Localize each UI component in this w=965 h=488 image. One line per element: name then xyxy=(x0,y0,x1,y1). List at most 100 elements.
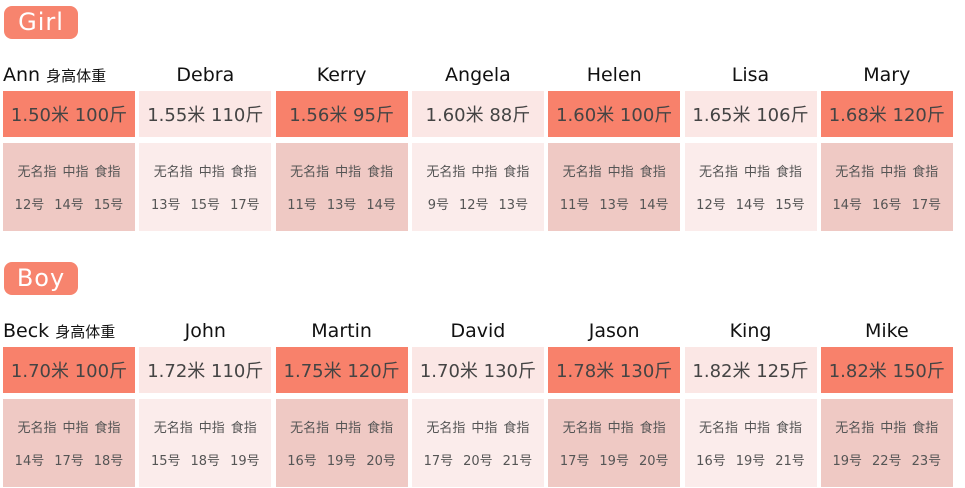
size-row: 14号 16号 17号 xyxy=(821,194,953,213)
size-row: 11号 13号 14号 xyxy=(276,194,408,213)
stats-box: 1.55米 110斤 xyxy=(139,91,272,137)
ring-size: 19号 xyxy=(735,454,766,469)
ring-size: 14号 xyxy=(54,198,84,213)
ring-size: 20号 xyxy=(638,454,669,469)
ring-size: 12号 xyxy=(696,198,726,213)
stats-box: 1.65米 106斤 xyxy=(684,91,817,137)
finger-label: 无名指 xyxy=(562,421,602,436)
stats-text: 1.60米 88斤 xyxy=(425,105,531,126)
size-box: 无名指 中指 食指 9号 12号 13号 xyxy=(411,143,544,231)
size-box: 无名指 中指 食指 17号 20号 21号 xyxy=(411,399,544,487)
size-box: 无名指 中指 食指 12号 14号 15号 xyxy=(3,143,135,231)
stats-text: 1.68米 120斤 xyxy=(828,105,945,126)
ring-size: 18号 xyxy=(93,454,124,469)
finger-label: 中指 xyxy=(743,421,770,436)
ring-size: 12号 xyxy=(458,198,489,213)
ring-size: 14号 xyxy=(366,198,396,213)
size-row: 14号 17号 18号 xyxy=(3,450,135,469)
finger-label: 无名指 xyxy=(153,165,193,180)
ring-size: 14号 xyxy=(735,198,766,213)
finger-label: 食指 xyxy=(912,165,939,180)
ring-size: 13号 xyxy=(150,198,181,213)
finger-label: 中指 xyxy=(62,165,89,180)
finger-row: 无名指 中指 食指 xyxy=(685,161,817,180)
size-row: 12号 14号 15号 xyxy=(3,194,135,213)
ring-size: 16号 xyxy=(872,198,902,213)
finger-label: 无名指 xyxy=(153,421,193,436)
finger-row: 无名指 中指 食指 xyxy=(139,161,271,180)
size-row: 17号 19号 20号 xyxy=(548,450,680,469)
finger-label: 食指 xyxy=(503,165,530,180)
stats-box: 1.50米 100斤 xyxy=(3,91,135,137)
size-box: 无名指 中指 食指 14号 16号 17号 xyxy=(820,143,953,231)
ring-size: 15号 xyxy=(775,198,805,213)
size-box: 无名指 中指 食指 16号 19号 20号 xyxy=(275,399,408,487)
size-row: 12号 14号 15号 xyxy=(685,194,817,213)
finger-row: 无名指 中指 食指 xyxy=(3,161,135,180)
size-box: 无名指 中指 食指 16号 19号 21号 xyxy=(684,399,817,487)
ring-size: 15号 xyxy=(190,198,221,213)
ring-size: 11号 xyxy=(559,198,590,213)
finger-label: 食指 xyxy=(94,165,121,180)
finger-label: 食指 xyxy=(776,165,803,180)
name-text: Beck xyxy=(3,320,50,342)
finger-label: 无名指 xyxy=(562,165,602,180)
ring-size: 20号 xyxy=(366,454,396,469)
finger-row: 无名指 中指 食指 xyxy=(276,161,408,180)
finger-label: 无名指 xyxy=(835,165,875,180)
ring-size: 16号 xyxy=(696,454,726,469)
finger-label: 无名指 xyxy=(426,165,466,180)
stats-box: 1.82米 150斤 xyxy=(820,347,953,393)
height-weight-note: 身高体重 xyxy=(55,323,116,341)
ring-size: 14号 xyxy=(638,198,669,213)
finger-row: 无名指 中指 食指 xyxy=(139,417,271,436)
finger-row: 无名指 中指 食指 xyxy=(821,417,953,436)
person-name: Helen xyxy=(548,64,680,86)
size-row: 17号 20号 21号 xyxy=(412,450,544,469)
person-name: David xyxy=(412,320,544,342)
stats-box: 1.60米 100斤 xyxy=(548,91,681,137)
person-name: King xyxy=(685,320,817,342)
ring-size: 13号 xyxy=(326,198,357,213)
finger-label: 食指 xyxy=(776,421,803,436)
size-row: 15号 18号 19号 xyxy=(139,450,271,469)
finger-label: 食指 xyxy=(230,165,257,180)
ring-size: 17号 xyxy=(423,454,454,469)
finger-label: 食指 xyxy=(639,165,666,180)
name-text: Kerry xyxy=(316,64,367,86)
person-name: Jason xyxy=(548,320,680,342)
finger-label: 食指 xyxy=(912,421,939,436)
stats-text: 1.70米 100斤 xyxy=(10,361,128,382)
name-text: Debra xyxy=(176,64,235,86)
size-row: 9号 12号 13号 xyxy=(412,194,544,213)
ring-size: 13号 xyxy=(599,198,629,213)
finger-label: 无名指 xyxy=(698,165,738,180)
finger-row: 无名指 中指 食指 xyxy=(412,161,544,180)
height-weight-note: 身高体重 xyxy=(46,67,107,85)
ring-size: 21号 xyxy=(775,454,805,469)
name-text: Martin xyxy=(311,320,372,342)
finger-label: 无名指 xyxy=(698,421,738,436)
person-name: Ann 身高体重 xyxy=(3,64,135,86)
finger-row: 无名指 中指 食指 xyxy=(276,417,408,436)
size-box: 无名指 中指 食指 13号 15号 17号 xyxy=(139,143,272,231)
stats-box: 1.70米 100斤 xyxy=(3,347,135,393)
ring-size: 12号 xyxy=(14,198,45,213)
stats-text: 1.82米 125斤 xyxy=(692,361,809,382)
section-badge: Girl xyxy=(4,6,78,39)
stats-box: 1.75米 120斤 xyxy=(275,347,408,393)
name-text: John xyxy=(184,320,226,342)
finger-label: 中指 xyxy=(880,165,907,180)
stats-text: 1.70米 130斤 xyxy=(419,361,536,382)
size-box: 无名指 中指 食指 17号 19号 20号 xyxy=(548,399,681,487)
stats-box: 1.72米 110斤 xyxy=(139,347,272,393)
person-name: Debra xyxy=(139,64,271,86)
ring-size: 18号 xyxy=(190,454,221,469)
finger-label: 中指 xyxy=(198,421,225,436)
finger-label: 食指 xyxy=(230,421,257,436)
ring-size: 17号 xyxy=(54,454,84,469)
finger-row: 无名指 中指 食指 xyxy=(548,161,680,180)
finger-row: 无名指 中指 食指 xyxy=(548,417,680,436)
finger-label: 无名指 xyxy=(17,421,57,436)
ring-size: 16号 xyxy=(287,454,317,469)
